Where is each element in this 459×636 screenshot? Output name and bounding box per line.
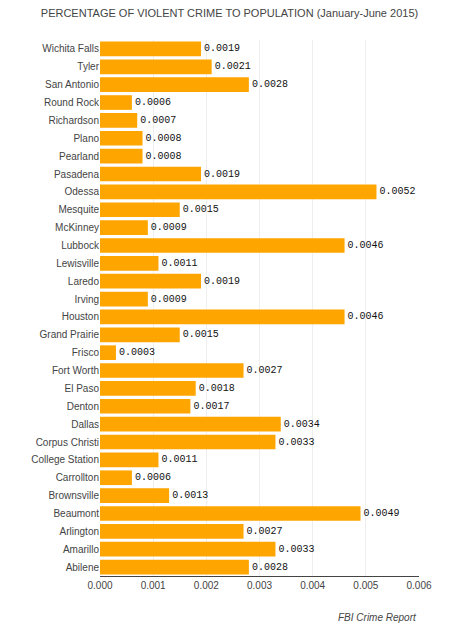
svg-text:0.0015: 0.0015 bbox=[183, 329, 219, 340]
svg-text:El Paso: El Paso bbox=[65, 383, 100, 394]
svg-text:Corpus Christi: Corpus Christi bbox=[36, 437, 99, 448]
svg-text:0.0007: 0.0007 bbox=[140, 115, 176, 126]
svg-text:Wichita Falls: Wichita Falls bbox=[42, 43, 99, 54]
svg-text:0.0015: 0.0015 bbox=[183, 204, 219, 215]
svg-text:0.0028: 0.0028 bbox=[252, 562, 288, 573]
svg-text:Laredo: Laredo bbox=[68, 276, 100, 287]
svg-text:0.0021: 0.0021 bbox=[215, 61, 251, 72]
svg-text:Pearland: Pearland bbox=[59, 151, 99, 162]
svg-text:0.0006: 0.0006 bbox=[135, 472, 171, 483]
svg-text:0.0009: 0.0009 bbox=[151, 294, 187, 305]
svg-text:0.0011: 0.0011 bbox=[161, 258, 197, 269]
svg-text:0.000: 0.000 bbox=[87, 580, 112, 591]
svg-text:San Antonio: San Antonio bbox=[45, 79, 99, 90]
svg-text:FBI Crime Report: FBI Crime Report bbox=[338, 612, 417, 623]
svg-text:0.005: 0.005 bbox=[353, 580, 378, 591]
svg-text:0.0003: 0.0003 bbox=[119, 347, 155, 358]
svg-text:McKinney: McKinney bbox=[55, 222, 99, 233]
svg-text:0.0017: 0.0017 bbox=[193, 401, 229, 412]
svg-text:PERCENTAGE OF VIOLENT CRIME TO: PERCENTAGE OF VIOLENT CRIME TO POPULATIO… bbox=[41, 7, 418, 19]
svg-text:0.002: 0.002 bbox=[194, 580, 219, 591]
svg-text:Houston: Houston bbox=[62, 311, 99, 322]
svg-text:0.0027: 0.0027 bbox=[247, 526, 283, 537]
svg-text:Arlington: Arlington bbox=[60, 526, 99, 537]
svg-text:0.0046: 0.0046 bbox=[348, 240, 384, 251]
svg-text:Frisco: Frisco bbox=[72, 347, 100, 358]
svg-text:Round Rock: Round Rock bbox=[44, 97, 100, 108]
svg-text:Plano: Plano bbox=[73, 133, 99, 144]
svg-text:Amarillo: Amarillo bbox=[63, 544, 100, 555]
svg-text:Grand Prairie: Grand Prairie bbox=[40, 329, 100, 340]
svg-text:0.0019: 0.0019 bbox=[204, 43, 240, 54]
svg-text:0.0028: 0.0028 bbox=[252, 79, 288, 90]
svg-text:0.0049: 0.0049 bbox=[364, 508, 400, 519]
svg-text:Carrollton: Carrollton bbox=[56, 472, 99, 483]
svg-text:Beaumont: Beaumont bbox=[53, 508, 99, 519]
svg-text:0.0011: 0.0011 bbox=[161, 454, 197, 465]
svg-text:Mesquite: Mesquite bbox=[58, 204, 99, 215]
svg-text:Fort Worth: Fort Worth bbox=[52, 365, 99, 376]
svg-text:Pasadena: Pasadena bbox=[54, 169, 99, 180]
svg-text:0.0033: 0.0033 bbox=[278, 437, 314, 448]
svg-text:0.003: 0.003 bbox=[247, 580, 272, 591]
svg-text:0.0008: 0.0008 bbox=[146, 151, 182, 162]
svg-text:0.0027: 0.0027 bbox=[247, 365, 283, 376]
svg-text:0.006: 0.006 bbox=[406, 580, 431, 591]
svg-text:0.004: 0.004 bbox=[300, 580, 325, 591]
svg-text:0.0019: 0.0019 bbox=[204, 276, 240, 287]
svg-text:Richardson: Richardson bbox=[48, 115, 99, 126]
svg-text:Dallas: Dallas bbox=[71, 419, 99, 430]
svg-text:0.0046: 0.0046 bbox=[348, 311, 384, 322]
svg-text:0.0006: 0.0006 bbox=[135, 97, 171, 108]
svg-text:0.0033: 0.0033 bbox=[278, 544, 314, 555]
svg-text:Odessa: Odessa bbox=[65, 186, 100, 197]
svg-text:Brownsville: Brownsville bbox=[48, 490, 99, 501]
svg-text:0.0009: 0.0009 bbox=[151, 222, 187, 233]
svg-text:Lubbock: Lubbock bbox=[61, 240, 100, 251]
svg-text:Tyler: Tyler bbox=[77, 61, 99, 72]
svg-text:Lewisville: Lewisville bbox=[56, 258, 99, 269]
svg-text:College Station: College Station bbox=[31, 454, 99, 465]
svg-text:0.0013: 0.0013 bbox=[172, 490, 208, 501]
svg-text:Abilene: Abilene bbox=[66, 562, 100, 573]
svg-text:0.001: 0.001 bbox=[141, 580, 166, 591]
svg-text:Denton: Denton bbox=[67, 401, 99, 412]
svg-text:0.0018: 0.0018 bbox=[199, 383, 235, 394]
svg-text:0.0008: 0.0008 bbox=[146, 133, 182, 144]
svg-text:0.0019: 0.0019 bbox=[204, 169, 240, 180]
svg-text:0.0034: 0.0034 bbox=[284, 419, 320, 430]
svg-text:Irving: Irving bbox=[75, 294, 99, 305]
svg-text:0.0052: 0.0052 bbox=[379, 186, 415, 197]
